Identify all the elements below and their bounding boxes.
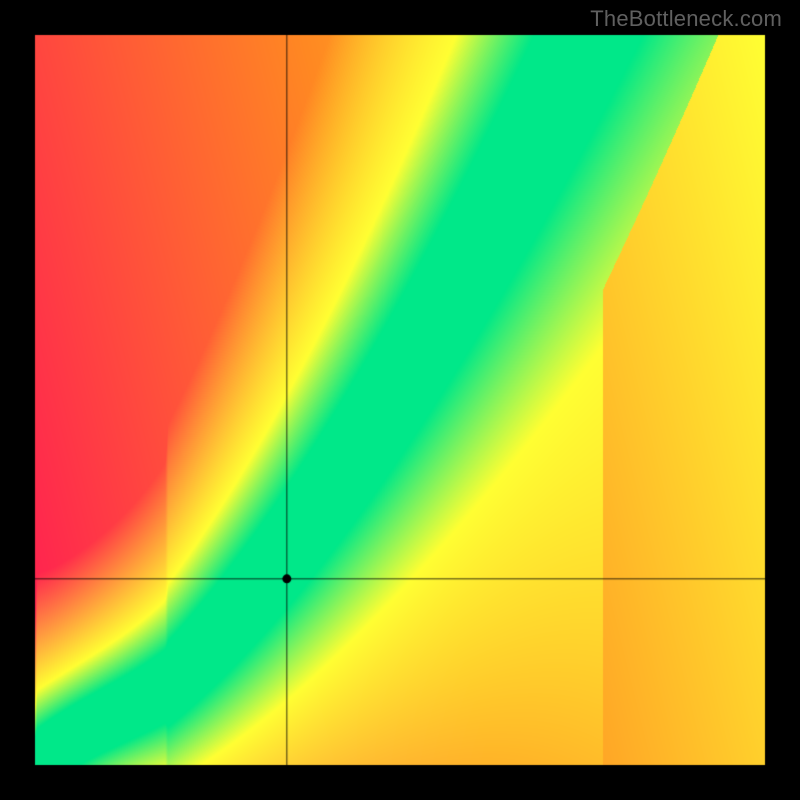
- bottleneck-heatmap: [0, 0, 800, 800]
- watermark-text: TheBottleneck.com: [590, 6, 782, 32]
